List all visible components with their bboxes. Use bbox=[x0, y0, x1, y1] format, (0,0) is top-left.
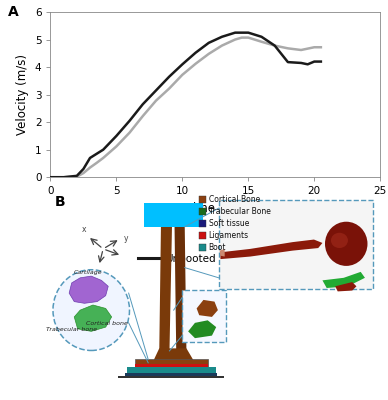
Polygon shape bbox=[220, 249, 225, 256]
Text: x: x bbox=[82, 226, 87, 234]
Y-axis label: Velocity (m/s): Velocity (m/s) bbox=[16, 54, 29, 135]
Text: Cortical Bone: Cortical Bone bbox=[208, 195, 260, 204]
Bar bbox=[199, 196, 206, 203]
Bar bbox=[199, 208, 206, 215]
Text: B: B bbox=[55, 195, 65, 209]
Legend: Unbooted, Booted: Unbooted, Booted bbox=[134, 250, 297, 268]
Ellipse shape bbox=[53, 270, 130, 350]
Ellipse shape bbox=[325, 222, 367, 266]
FancyBboxPatch shape bbox=[182, 290, 226, 342]
Text: Cartilage: Cartilage bbox=[74, 270, 102, 276]
Polygon shape bbox=[335, 282, 357, 292]
Text: Ligaments: Ligaments bbox=[208, 231, 249, 240]
Text: y: y bbox=[123, 234, 128, 243]
Bar bbox=[118, 376, 224, 380]
Ellipse shape bbox=[331, 233, 348, 248]
Text: Trabecular bone: Trabecular bone bbox=[46, 327, 97, 332]
Polygon shape bbox=[152, 348, 195, 363]
Bar bbox=[199, 220, 206, 227]
Polygon shape bbox=[159, 227, 172, 353]
X-axis label: Time (ms): Time (ms) bbox=[185, 202, 245, 215]
Bar bbox=[144, 203, 203, 227]
Polygon shape bbox=[220, 240, 322, 259]
Polygon shape bbox=[69, 276, 108, 303]
Text: Soft tissue: Soft tissue bbox=[208, 219, 249, 228]
Polygon shape bbox=[74, 305, 112, 331]
Bar bbox=[199, 244, 206, 251]
Bar bbox=[135, 364, 208, 368]
Text: Cortical bone: Cortical bone bbox=[87, 322, 128, 326]
Polygon shape bbox=[188, 320, 216, 338]
Text: A: A bbox=[8, 5, 18, 19]
Text: Trabecular Bone: Trabecular Bone bbox=[208, 207, 270, 216]
Polygon shape bbox=[322, 272, 365, 288]
Bar bbox=[199, 232, 206, 239]
Bar bbox=[125, 373, 217, 378]
Text: Boot: Boot bbox=[208, 243, 226, 252]
Polygon shape bbox=[175, 227, 187, 353]
FancyBboxPatch shape bbox=[219, 200, 373, 289]
Polygon shape bbox=[127, 367, 216, 375]
Polygon shape bbox=[197, 300, 218, 317]
Polygon shape bbox=[135, 360, 208, 371]
